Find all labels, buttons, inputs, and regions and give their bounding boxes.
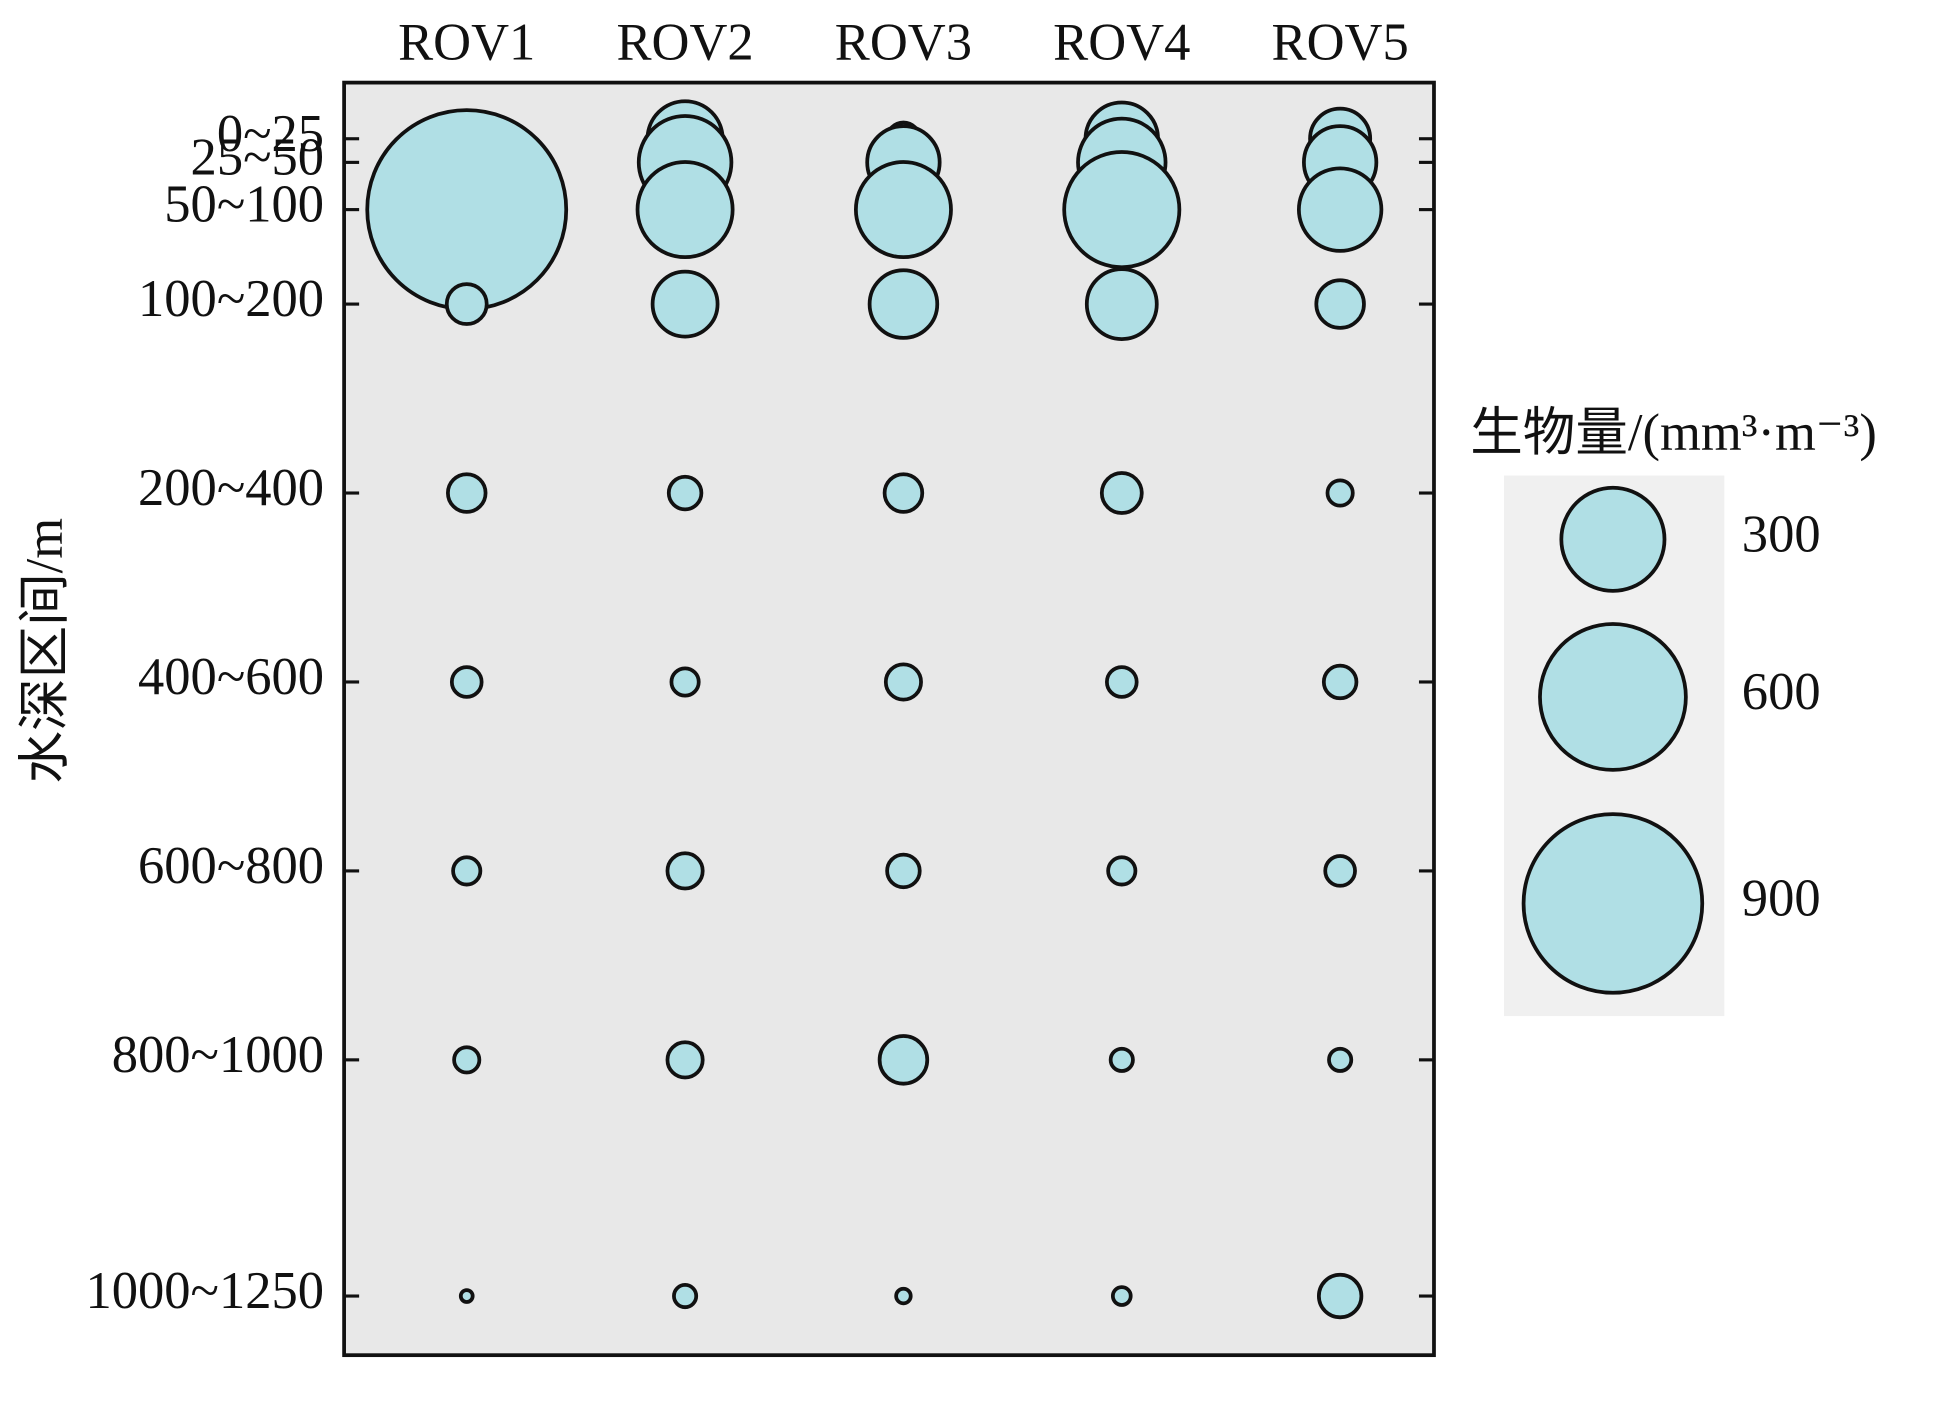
bubble <box>665 1040 705 1080</box>
y-tick-label: 800~1000 <box>112 1026 324 1084</box>
legend-label: 300 <box>1742 505 1821 563</box>
bubble <box>444 282 489 326</box>
bubble <box>635 160 735 260</box>
y-tick-label: 1000~1250 <box>85 1262 324 1320</box>
bubble <box>458 1288 475 1304</box>
legend-label: 600 <box>1742 663 1821 721</box>
y-axis-label: 水深区间/m <box>16 518 74 784</box>
bubble <box>449 665 484 699</box>
bubble <box>1110 1285 1133 1307</box>
x-tick-label: ROV5 <box>1272 14 1409 72</box>
bubble <box>1325 478 1355 508</box>
bubble <box>1314 278 1366 330</box>
bubble <box>672 1283 699 1310</box>
bubble <box>885 852 922 890</box>
bubble <box>666 474 704 512</box>
bubble <box>451 855 483 887</box>
y-tick-label: 400~600 <box>138 648 324 706</box>
x-tick-label: ROV3 <box>835 14 972 72</box>
bubble <box>883 662 923 702</box>
bubble <box>894 1286 913 1306</box>
legend-title: 生物量/(mm³·m⁻³) <box>1470 404 1877 462</box>
bubble <box>1106 855 1138 887</box>
y-tick-label: 50~100 <box>164 176 324 234</box>
bubble <box>877 1034 930 1086</box>
bubble <box>669 666 701 698</box>
bubble <box>650 269 720 339</box>
legend-label: 900 <box>1742 870 1821 928</box>
bubble <box>1327 1046 1354 1073</box>
legend-bubble <box>1559 485 1667 593</box>
bubble <box>1108 1046 1135 1073</box>
bubble <box>1316 1272 1364 1320</box>
bubble <box>665 851 705 891</box>
bubble <box>1105 665 1139 699</box>
bubble <box>1321 663 1359 701</box>
bubble <box>1323 854 1357 888</box>
legend-bubble <box>1538 622 1688 772</box>
y-tick-label: 0~25 <box>217 105 324 163</box>
y-tick-label: 200~400 <box>138 459 324 517</box>
bubble <box>867 268 940 340</box>
bubble <box>446 472 488 514</box>
bubble <box>365 108 569 311</box>
bubble <box>853 160 953 260</box>
bubble <box>1099 471 1144 515</box>
x-tick-label: ROV2 <box>616 14 753 72</box>
x-tick-label: ROV1 <box>398 14 535 72</box>
y-tick-label: 100~200 <box>138 270 324 328</box>
x-tick-label: ROV4 <box>1053 14 1190 72</box>
bubble <box>452 1045 482 1075</box>
bubble <box>882 472 925 514</box>
bubble <box>1062 150 1182 270</box>
legend-bubble <box>1521 812 1705 995</box>
bubble <box>1296 166 1384 253</box>
bubble <box>1084 267 1159 341</box>
y-tick-label: 25~50 <box>191 128 325 186</box>
y-tick-label: 600~800 <box>138 837 324 895</box>
